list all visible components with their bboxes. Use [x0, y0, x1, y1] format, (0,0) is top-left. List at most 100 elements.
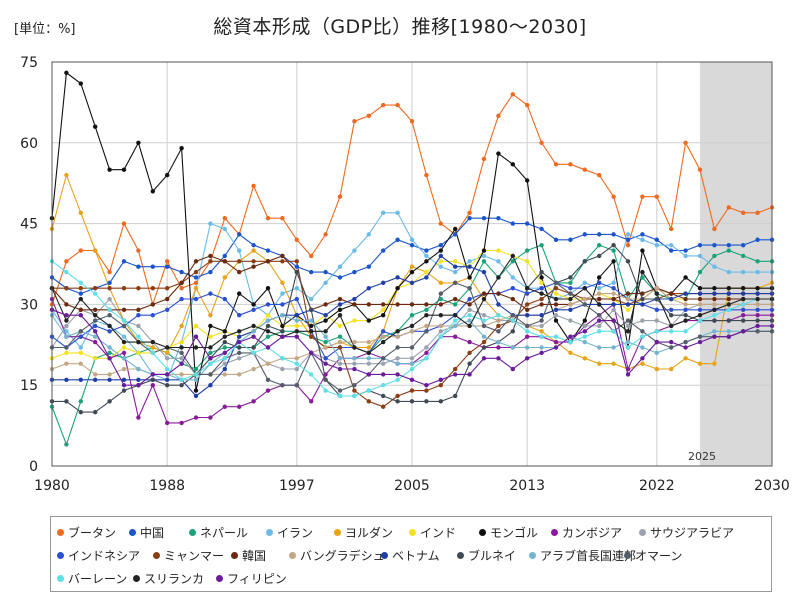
data-point	[179, 377, 184, 383]
data-point	[165, 366, 170, 372]
data-point	[654, 350, 659, 356]
data-point	[337, 307, 343, 312]
data-point	[683, 345, 688, 350]
data-point	[409, 264, 415, 269]
data-point	[539, 312, 544, 318]
data-point	[93, 339, 98, 345]
data-point	[640, 318, 645, 323]
data-point	[352, 269, 357, 275]
data-point	[496, 291, 501, 296]
data-point	[352, 366, 357, 372]
plot-border	[51, 61, 773, 467]
data-point	[323, 339, 328, 345]
data-point	[136, 377, 141, 383]
data-point	[179, 372, 184, 377]
data-point	[222, 345, 227, 350]
data-point	[251, 302, 256, 307]
data-point	[64, 329, 69, 334]
data-point	[280, 383, 285, 388]
data-point	[352, 248, 357, 253]
data-point	[611, 296, 616, 302]
data-point	[323, 302, 328, 307]
data-point	[510, 259, 515, 264]
data-point	[453, 393, 458, 399]
data-point	[366, 350, 371, 356]
data-point	[409, 280, 415, 286]
data-point	[265, 318, 271, 323]
data-point	[481, 339, 487, 345]
data-point	[381, 210, 386, 216]
data-point	[237, 291, 242, 296]
data-point	[150, 189, 155, 194]
data-point	[337, 334, 343, 339]
data-point	[568, 237, 573, 242]
data-point	[179, 280, 184, 286]
data-point	[409, 361, 415, 366]
data-point	[265, 345, 271, 350]
legend-label: ネパール	[200, 526, 249, 540]
data-point	[150, 264, 155, 269]
data-point	[510, 366, 515, 372]
data-point	[294, 383, 299, 388]
data-point	[453, 323, 458, 329]
data-point	[525, 102, 530, 108]
data-point	[136, 140, 141, 145]
data-point	[755, 318, 760, 323]
data-point	[309, 323, 314, 329]
data-point	[179, 145, 184, 151]
legend-label: ブルネイ	[468, 549, 517, 563]
data-point	[683, 339, 688, 345]
data-point	[251, 183, 256, 189]
data-point	[64, 399, 69, 404]
legend-marker	[289, 552, 296, 559]
legend: ブータン 中国 ネパール イラン ヨルダン インド モンゴル カンボジア サウジアラビア インドネ…	[50, 516, 772, 592]
data-point	[208, 415, 213, 420]
data-point	[121, 307, 127, 312]
data-point	[381, 329, 386, 334]
data-point	[179, 286, 184, 291]
data-point	[165, 350, 170, 356]
legend-item: ネパール	[189, 524, 248, 541]
data-point	[453, 312, 458, 318]
data-point	[582, 334, 587, 339]
data-point	[64, 172, 69, 178]
data-point	[237, 356, 242, 361]
data-point	[568, 280, 573, 286]
data-point	[611, 248, 616, 253]
data-point	[640, 291, 645, 296]
data-point	[136, 334, 141, 339]
data-point	[265, 312, 271, 318]
data-point	[496, 323, 501, 329]
data-point	[438, 323, 443, 329]
data-point	[755, 210, 760, 216]
data-point	[323, 280, 328, 286]
data-point	[510, 286, 515, 291]
data-point	[64, 350, 69, 356]
legend-item: 中国	[129, 524, 164, 541]
data-point	[237, 269, 242, 275]
data-point	[597, 232, 602, 237]
data-point	[553, 312, 559, 318]
data-point	[525, 307, 530, 312]
data-point	[467, 264, 472, 269]
data-point	[568, 291, 573, 296]
data-point	[625, 259, 631, 264]
data-point	[741, 210, 746, 216]
data-point	[481, 334, 487, 339]
legend-label: モンゴル	[490, 526, 539, 540]
data-point	[539, 323, 544, 329]
data-point	[107, 372, 112, 377]
data-point	[597, 242, 602, 248]
data-point	[337, 345, 343, 350]
x-tick-label: 1997	[279, 478, 315, 494]
data-point	[525, 178, 530, 183]
data-point	[323, 388, 328, 393]
data-point	[625, 318, 631, 323]
data-point	[481, 259, 487, 264]
data-point	[424, 388, 429, 393]
data-point	[78, 361, 84, 366]
data-point	[697, 286, 703, 291]
data-point	[395, 361, 400, 366]
legend-marker	[266, 529, 273, 536]
